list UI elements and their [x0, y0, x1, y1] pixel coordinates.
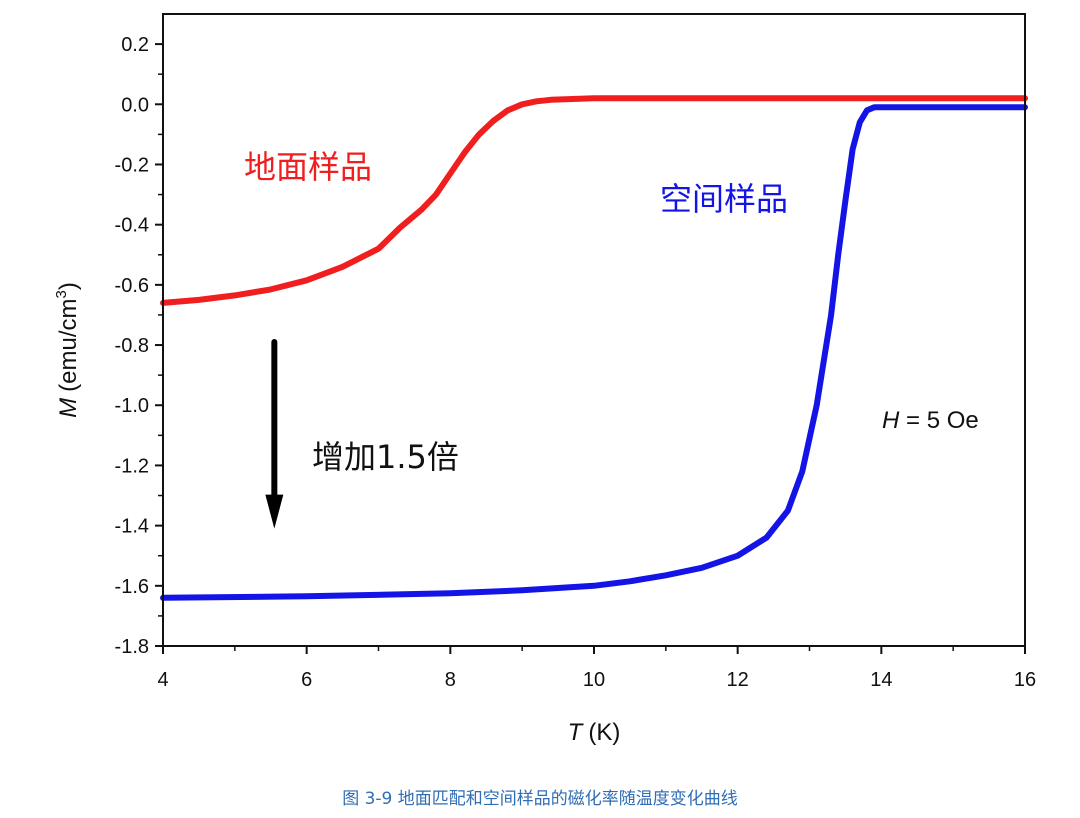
- series-line-ground: [160, 95, 1028, 306]
- y-tick-label: -0.6: [115, 275, 149, 297]
- x-tick-label: 8: [445, 669, 456, 691]
- y-axis-ticks: 0.2 0.0 -0.2 -0.4 -0.6 -0.8 -1.0 -1.2 -1.4 -1.6 -1…: [115, 34, 163, 658]
- arrow: [265, 339, 284, 529]
- y-tick-label: -1.0: [115, 395, 149, 417]
- y-tick-label: -1.2: [115, 455, 149, 477]
- x-tick-label: 14: [870, 669, 892, 691]
- y-tick-label: -0.8: [115, 335, 149, 357]
- x-axis-ticks: 4 6 8 10 12 14 16: [157, 646, 1036, 691]
- y-tick-label: 0.0: [121, 94, 149, 116]
- x-axis-title: T (K): [568, 719, 621, 746]
- series-line-space: [160, 104, 1028, 601]
- arrow-head: [265, 494, 284, 529]
- y-tick-label: -0.2: [115, 154, 149, 176]
- y-tick-label: -1.6: [115, 576, 149, 598]
- chart: 4 6 8 10 12 14 16 0.2 0.0 -0.2 -0.4 -0.6 -0.8 -1.0 -1…: [53, 13, 1036, 746]
- x-tick-label: 6: [301, 669, 312, 691]
- plot-frame: [162, 13, 1026, 647]
- x-tick-label: 16: [1014, 669, 1036, 691]
- y-tick-label: 0.2: [121, 34, 149, 56]
- annotation-increase: 增加1.5倍: [312, 438, 459, 476]
- x-tick-label: 10: [583, 669, 605, 691]
- y-tick-label: -1.8: [115, 636, 149, 658]
- annotation-field: H = 5 Oe: [882, 407, 979, 434]
- y-axis-title: M(emu/cm3): [53, 282, 82, 418]
- annotation-space-sample: 空间样品: [660, 180, 788, 218]
- series-lines: [160, 95, 1028, 601]
- y-tick-label: -0.4: [115, 215, 149, 237]
- x-tick-label: 4: [157, 669, 168, 691]
- figure-caption: 图 3-9 地面匹配和空间样品的磁化率随温度变化曲线: [342, 789, 738, 809]
- x-tick-label: 12: [727, 669, 749, 691]
- annotation-ground-sample: 地面样品: [244, 148, 372, 186]
- y-tick-label: -1.4: [115, 516, 149, 538]
